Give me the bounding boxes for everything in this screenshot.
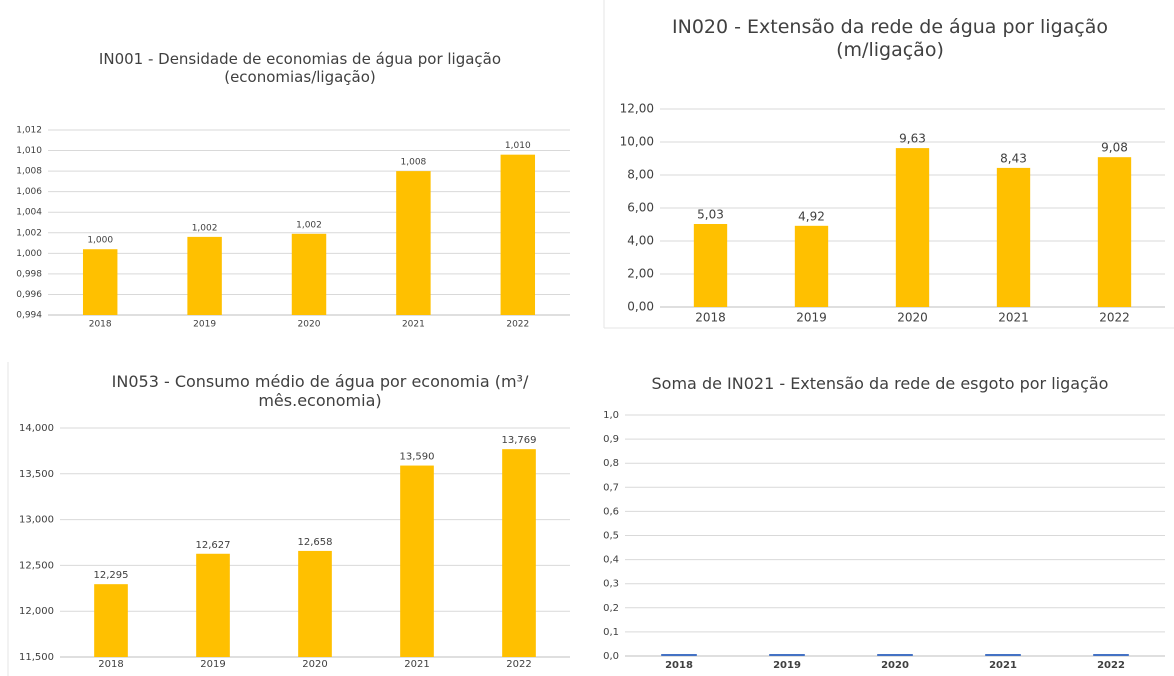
y-tick-label: 2,00 (627, 267, 654, 281)
data-label: 1,008 (401, 158, 427, 168)
y-tick-label: 0,1 (603, 627, 619, 638)
y-tick-label: 1,004 (16, 208, 42, 218)
bar (396, 171, 431, 315)
x-tick-label: 2022 (1099, 311, 1130, 325)
x-tick-label: 2022 (506, 659, 531, 670)
y-tick-label: 13,500 (19, 469, 54, 480)
bar (769, 654, 805, 656)
x-tick-label: 2019 (773, 660, 801, 671)
bar (1097, 157, 1132, 307)
bar (187, 236, 222, 315)
data-label: 5,03 (697, 208, 724, 222)
x-tick-label: 2018 (695, 311, 726, 325)
bar (985, 654, 1021, 656)
bar (298, 550, 332, 657)
y-tick-label: 12,00 (620, 102, 654, 116)
bar (502, 449, 536, 657)
y-tick-label: 0,5 (603, 531, 619, 542)
y-tick-label: 6,00 (627, 201, 654, 215)
data-label: 9,08 (1101, 141, 1128, 155)
y-tick-label: 0,8 (603, 458, 619, 469)
bar (196, 553, 230, 657)
y-tick-label: 0,7 (603, 482, 619, 493)
y-tick-label: 1,0 (603, 410, 619, 421)
bar (877, 654, 913, 656)
x-tick-label: 2020 (897, 311, 928, 325)
x-tick-label: 2020 (298, 320, 321, 330)
bar (996, 167, 1031, 307)
x-tick-label: 2018 (98, 659, 123, 670)
x-tick-label: 2018 (89, 320, 112, 330)
data-label: 1,000 (87, 236, 113, 246)
data-label: 12,295 (94, 570, 129, 581)
x-tick-label: 2019 (796, 311, 827, 325)
y-tick-label: 14,000 (19, 423, 54, 434)
y-tick-label: 1,000 (16, 249, 42, 259)
y-tick-label: 0,00 (627, 300, 654, 314)
bar (1093, 654, 1129, 656)
y-tick-label: 0,994 (16, 311, 42, 321)
y-tick-label: 0,4 (603, 555, 619, 566)
data-label: 9,63 (899, 132, 926, 146)
y-tick-label: 1,008 (16, 167, 42, 177)
y-tick-label: 1,002 (16, 228, 42, 238)
data-label: 1,002 (192, 223, 218, 233)
data-label: 13,769 (502, 435, 537, 446)
bar (661, 654, 697, 656)
x-tick-label: 2022 (1097, 660, 1125, 671)
x-tick-label: 2021 (989, 660, 1017, 671)
y-tick-label: 0,996 (16, 290, 42, 300)
y-tick-label: 0,998 (16, 269, 42, 279)
y-tick-label: 12,000 (19, 606, 54, 617)
y-tick-label: 12,500 (19, 560, 54, 571)
bar (400, 465, 434, 657)
y-tick-label: 1,012 (16, 126, 42, 136)
y-tick-label: 11,500 (19, 652, 54, 663)
y-tick-label: 4,00 (627, 234, 654, 248)
x-tick-label: 2021 (402, 320, 425, 330)
bar (94, 584, 128, 657)
x-tick-label: 2018 (665, 660, 693, 671)
y-tick-label: 0,0 (603, 651, 619, 662)
bar (895, 148, 930, 307)
bar (693, 224, 728, 307)
chart-title: IN001 - Densidade de economias de água p… (98, 50, 502, 86)
y-tick-label: 13,000 (19, 515, 54, 526)
data-label: 13,590 (400, 452, 435, 463)
bar (82, 249, 118, 315)
data-label: 1,010 (505, 141, 531, 151)
x-tick-label: 2019 (193, 320, 216, 330)
chart-title: Soma de IN021 - Extensão da rede de esgo… (651, 374, 1109, 393)
y-tick-label: 0,9 (603, 434, 619, 445)
chart-title: IN020 - Extensão da rede de água por lig… (672, 16, 1108, 61)
bar (291, 233, 327, 315)
data-label: 8,43 (1000, 151, 1027, 165)
data-label: 4,92 (798, 209, 825, 223)
bar (794, 225, 829, 307)
y-tick-label: 8,00 (627, 168, 654, 182)
x-tick-label: 2020 (302, 659, 327, 670)
x-tick-label: 2019 (200, 659, 225, 670)
x-tick-label: 2022 (506, 320, 529, 330)
data-label: 1,002 (296, 220, 322, 230)
bar (500, 154, 536, 315)
y-tick-label: 10,00 (620, 135, 654, 149)
chart-title: IN053 - Consumo médio de água por econom… (111, 372, 529, 411)
y-tick-label: 0,3 (603, 579, 619, 590)
y-tick-label: 0,2 (603, 603, 619, 614)
x-tick-label: 2020 (881, 660, 909, 671)
x-tick-label: 2021 (998, 311, 1029, 325)
y-tick-label: 0,6 (603, 506, 619, 517)
y-tick-label: 1,006 (16, 187, 42, 197)
y-tick-label: 1,010 (16, 146, 42, 156)
data-label: 12,658 (298, 537, 333, 548)
x-tick-label: 2021 (404, 659, 429, 670)
data-label: 12,627 (196, 540, 231, 551)
